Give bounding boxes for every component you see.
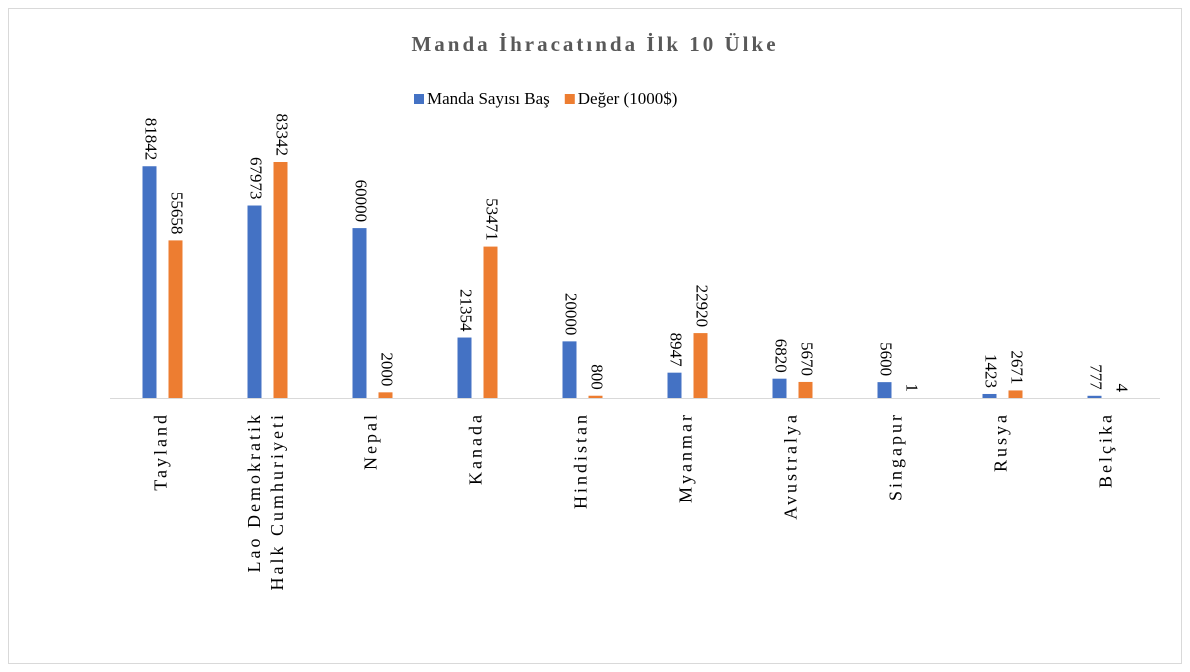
- data-label: 5600: [877, 342, 896, 376]
- data-label: 800: [588, 364, 607, 390]
- chart-title: Manda İhracatında İlk 10 Ülke: [411, 32, 778, 56]
- bar: [1008, 390, 1023, 398]
- data-label: 1423: [982, 354, 1001, 388]
- data-label: 67973: [247, 157, 266, 200]
- bar: [378, 392, 393, 398]
- legend-label: Manda Sayısı Baş: [427, 89, 550, 108]
- bar: [273, 162, 288, 398]
- bar: [352, 228, 367, 398]
- x-tick-label: Hindistan: [571, 412, 591, 509]
- bar: [877, 382, 892, 398]
- x-tick-label: Belçika: [1096, 412, 1116, 488]
- bar: [142, 166, 157, 398]
- x-tick-label: Singapur: [886, 412, 906, 501]
- bar: [798, 381, 813, 398]
- x-tick-label: Kanada: [466, 412, 486, 485]
- data-label: 2000: [378, 352, 397, 386]
- bar: [457, 337, 472, 398]
- x-tick-label: Nepal: [361, 412, 381, 470]
- data-label: 22920: [693, 285, 712, 328]
- data-label: 2671: [1008, 350, 1027, 384]
- bar: [1087, 395, 1102, 398]
- bar: [247, 205, 262, 398]
- bar: [562, 341, 577, 398]
- bar: [168, 240, 183, 398]
- data-label: 21354: [457, 289, 476, 332]
- legend-label: Değer (1000$): [578, 89, 678, 108]
- data-label: 83342: [273, 114, 292, 157]
- x-tick-label: Myanmar: [676, 412, 696, 503]
- data-label: 777: [1087, 364, 1106, 390]
- x-tick-label: Tayland: [151, 412, 171, 491]
- bar: [693, 333, 708, 398]
- data-label: 6820: [772, 339, 791, 373]
- data-label: 53471: [483, 198, 502, 241]
- bar: [667, 372, 682, 398]
- data-label: 81842: [142, 118, 161, 161]
- x-tick-label: Rusya: [991, 412, 1011, 472]
- bar: [483, 246, 498, 398]
- bar: [588, 395, 603, 398]
- bar: [982, 393, 997, 398]
- data-label: 5670: [798, 342, 817, 376]
- data-label: 4: [1113, 383, 1132, 392]
- data-label: 8947: [667, 333, 686, 368]
- x-tick-label: Lao Demokratik Halk Cumhuriyeti: [244, 412, 287, 590]
- data-label: 55658: [168, 192, 187, 235]
- data-label: 60000: [352, 180, 371, 223]
- legend-swatch: [414, 94, 424, 104]
- chart-border: [8, 8, 1182, 664]
- data-label: 1: [903, 383, 922, 392]
- legend-swatch: [564, 94, 575, 104]
- data-label: 20000: [562, 293, 581, 336]
- x-tick-label: Avustralya: [781, 412, 801, 520]
- bar: [772, 378, 787, 398]
